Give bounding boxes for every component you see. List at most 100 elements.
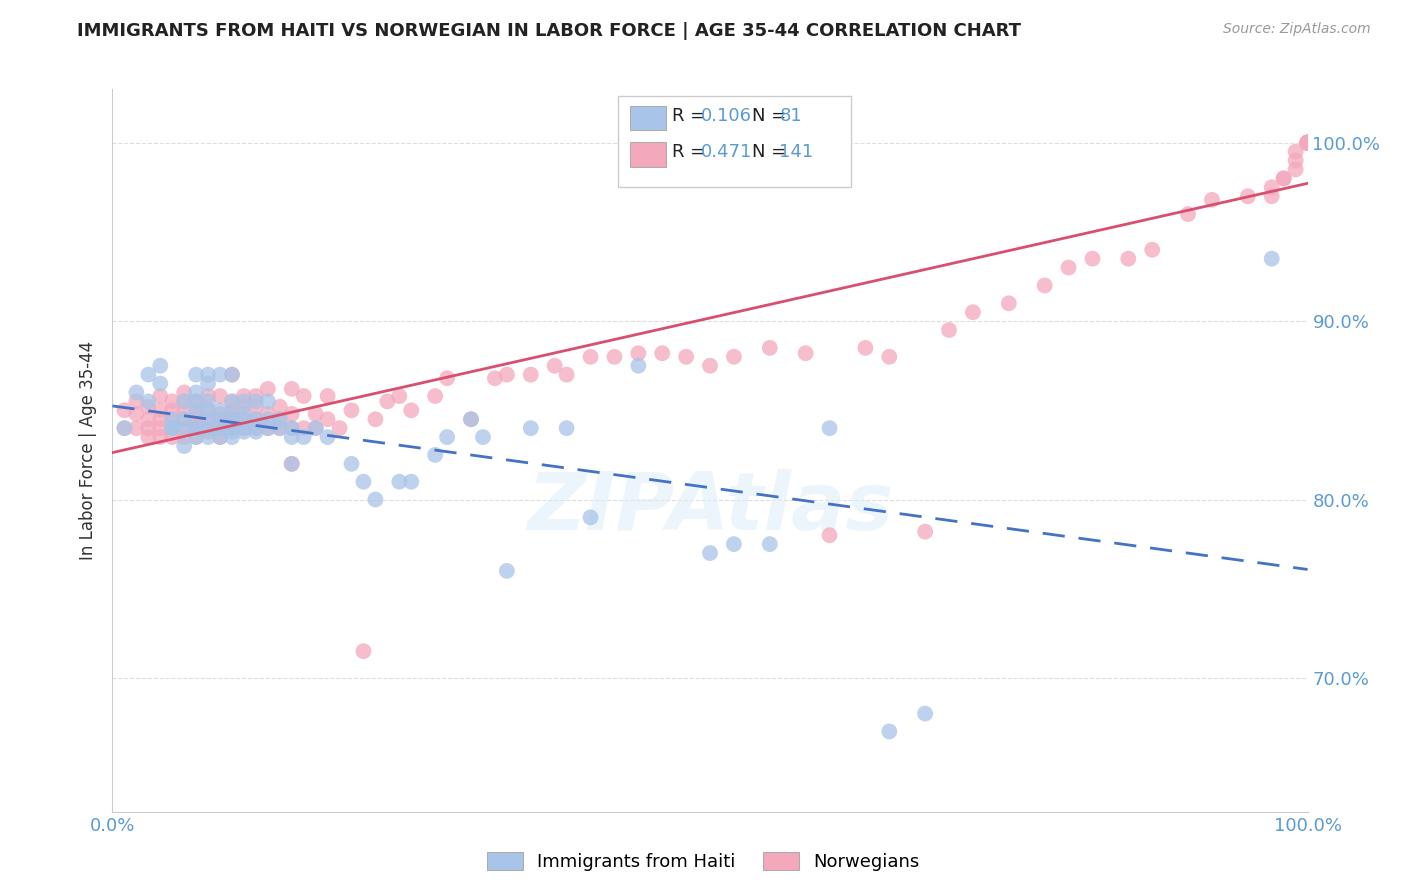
Point [401,403,423,417]
Point [305,407,328,421]
Y-axis label: In Labor Force | Age 35-44: In Labor Force | Age 35-44 [79,341,97,560]
Point [401,475,423,489]
Point [1285,145,1308,159]
Point [520,368,543,382]
Point [1296,136,1319,150]
Point [197,403,219,417]
Point [627,346,650,360]
Point [1118,252,1140,266]
Point [138,400,160,414]
Point [245,400,267,414]
Point [221,421,243,435]
Point [460,412,482,426]
Point [1296,136,1319,150]
Point [245,421,267,435]
Point [1296,136,1319,150]
Point [221,407,243,421]
Point [233,389,256,403]
Point [233,412,256,426]
Point [1296,136,1319,150]
Point [1296,136,1319,150]
Point [257,407,280,421]
Point [496,368,519,382]
Point [316,412,339,426]
Point [245,412,267,426]
Point [496,564,519,578]
Point [221,421,243,435]
Point [197,368,219,382]
Point [221,368,243,382]
Point [340,457,363,471]
Point [292,421,315,435]
Point [484,371,506,385]
Point [269,412,291,426]
Point [173,421,195,435]
Point [138,368,160,382]
Point [162,403,183,417]
Point [245,389,267,403]
Point [352,644,374,658]
Text: 81: 81 [779,107,801,125]
Point [245,412,267,426]
Point [186,430,208,444]
Point [125,385,148,400]
Point [149,359,172,373]
Point [221,403,243,417]
Point [186,421,208,435]
Point [281,457,304,471]
Point [149,403,172,417]
Point [221,412,243,426]
Point [221,368,243,382]
Point [114,421,135,435]
Point [209,412,232,426]
Point [1296,136,1319,150]
Point [388,389,411,403]
Point [699,359,721,373]
Legend: Immigrants from Haiti, Norwegians: Immigrants from Haiti, Norwegians [479,846,927,879]
Point [914,706,936,721]
Point [186,403,208,417]
Point [1296,136,1319,150]
Point [723,537,745,551]
Point [257,382,280,396]
Point [162,421,183,435]
Point [543,359,565,373]
Point [173,403,195,417]
Point [1296,136,1319,150]
Point [281,430,304,444]
Point [1296,136,1319,150]
Point [173,394,195,409]
Point [1296,136,1319,150]
Point [186,407,208,421]
Point [173,430,195,444]
Point [1057,260,1080,275]
Point [186,421,208,435]
Point [138,412,160,426]
Text: R =: R = [672,107,711,125]
Point [149,430,172,444]
Point [209,421,232,435]
Point [759,341,782,355]
Point [818,421,841,435]
Point [186,394,208,409]
Point [114,421,135,435]
Point [364,412,387,426]
Point [1296,136,1319,150]
Point [197,389,219,403]
Point [138,394,160,409]
Point [186,394,208,409]
Point [162,430,183,444]
Point [1296,136,1319,150]
Point [125,394,148,409]
Point [723,350,745,364]
Point [221,394,243,409]
Point [197,425,219,439]
Point [233,407,256,421]
Text: Source: ZipAtlas.com: Source: ZipAtlas.com [1223,22,1371,37]
Point [998,296,1021,310]
Point [1285,153,1308,168]
Point [162,394,183,409]
Point [699,546,721,560]
Point [257,394,280,409]
Point [221,430,243,444]
